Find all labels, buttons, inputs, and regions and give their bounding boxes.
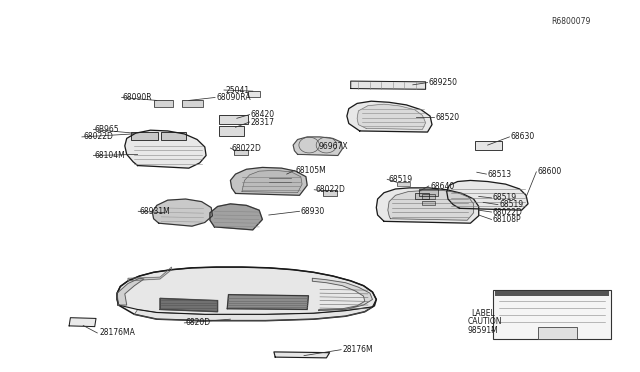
Bar <box>419 189 438 196</box>
Polygon shape <box>128 267 172 281</box>
Text: CAUTION: CAUTION <box>467 317 502 326</box>
Bar <box>248 91 260 97</box>
Polygon shape <box>447 180 528 210</box>
Polygon shape <box>242 170 302 193</box>
Polygon shape <box>117 267 376 314</box>
Text: 98591M: 98591M <box>467 326 498 335</box>
Bar <box>154 100 173 107</box>
Polygon shape <box>160 298 218 312</box>
Text: 68931M: 68931M <box>140 207 170 216</box>
Bar <box>219 115 248 124</box>
Bar <box>422 201 435 205</box>
Text: 68022D: 68022D <box>83 132 113 141</box>
Bar <box>219 126 244 136</box>
Text: 68630: 68630 <box>511 132 535 141</box>
Bar <box>161 132 186 140</box>
Bar <box>493 290 611 339</box>
Polygon shape <box>347 101 432 132</box>
Bar <box>323 190 337 196</box>
Text: 689250: 689250 <box>429 78 458 87</box>
Text: 68930: 68930 <box>301 207 325 216</box>
Bar <box>219 115 248 124</box>
Bar <box>495 291 609 296</box>
Bar <box>415 193 429 199</box>
Polygon shape <box>230 167 307 195</box>
Bar <box>397 182 410 186</box>
Bar <box>182 100 203 107</box>
Bar <box>538 327 577 339</box>
Text: 68520: 68520 <box>435 113 460 122</box>
Text: 68519: 68519 <box>493 193 517 202</box>
Bar <box>323 190 337 196</box>
Bar <box>234 150 248 155</box>
Text: 25041: 25041 <box>225 86 250 94</box>
Polygon shape <box>117 278 144 305</box>
Text: 6B965: 6B965 <box>95 125 119 134</box>
Text: 68600: 68600 <box>538 167 562 176</box>
Polygon shape <box>351 81 426 89</box>
Bar <box>475 141 502 150</box>
Polygon shape <box>274 352 330 358</box>
Text: 68022D: 68022D <box>316 185 346 194</box>
Text: 68104M: 68104M <box>95 151 125 160</box>
Text: 6820D: 6820D <box>186 318 211 327</box>
Text: 68420: 68420 <box>251 110 275 119</box>
Bar <box>182 100 203 107</box>
Text: 68090RA: 68090RA <box>216 93 251 102</box>
Polygon shape <box>134 307 372 321</box>
Bar <box>475 141 502 150</box>
Polygon shape <box>293 137 342 155</box>
Text: 28176M: 28176M <box>342 345 373 354</box>
Polygon shape <box>376 188 479 223</box>
Text: 68105M: 68105M <box>296 166 326 175</box>
Text: 96967X: 96967X <box>318 142 348 151</box>
Polygon shape <box>227 295 308 310</box>
Polygon shape <box>69 318 96 327</box>
Bar <box>422 201 435 205</box>
Bar <box>419 189 438 196</box>
Text: 68513: 68513 <box>488 170 512 179</box>
Text: 68108P: 68108P <box>493 215 522 224</box>
Polygon shape <box>357 104 426 129</box>
Bar <box>161 132 186 140</box>
Polygon shape <box>210 204 262 230</box>
Polygon shape <box>152 199 212 226</box>
Bar <box>415 193 429 199</box>
Polygon shape <box>125 130 206 168</box>
Bar <box>397 182 410 186</box>
Text: 68519: 68519 <box>499 200 524 209</box>
Bar <box>248 91 260 97</box>
Bar <box>422 194 435 199</box>
Text: 68640: 68640 <box>430 182 454 190</box>
Text: 28317: 28317 <box>251 118 275 126</box>
Polygon shape <box>312 278 372 311</box>
Text: 28176MA: 28176MA <box>99 328 135 337</box>
Text: R6800079: R6800079 <box>552 17 591 26</box>
Polygon shape <box>388 190 474 220</box>
Bar <box>219 126 244 136</box>
Polygon shape <box>117 267 376 321</box>
Bar <box>422 194 435 199</box>
Text: 68022D: 68022D <box>493 208 523 217</box>
Text: 68090R: 68090R <box>123 93 152 102</box>
Text: 68519: 68519 <box>388 175 413 184</box>
Text: 68022D: 68022D <box>232 144 262 153</box>
Bar <box>131 132 158 140</box>
Bar <box>234 150 248 155</box>
Bar <box>131 132 158 140</box>
Bar <box>154 100 173 107</box>
Text: LABEL: LABEL <box>471 309 495 318</box>
